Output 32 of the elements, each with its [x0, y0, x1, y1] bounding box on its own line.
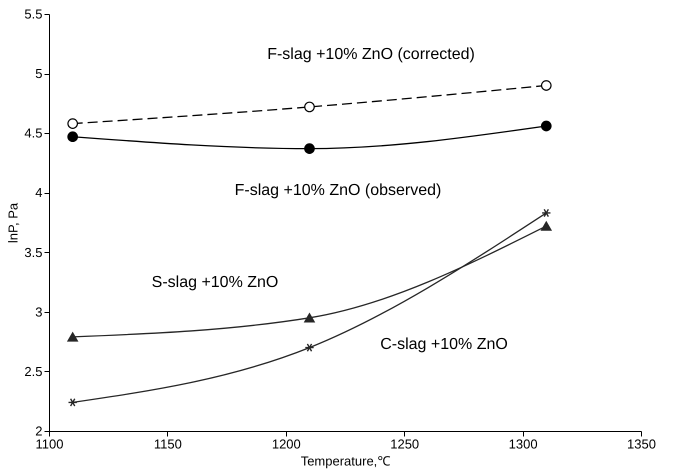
point: [67, 118, 78, 129]
point: [68, 398, 78, 407]
y-tick-label: 5: [35, 66, 42, 82]
x-tick-label: 1100: [36, 436, 64, 452]
x-tick-label: 1200: [272, 436, 301, 452]
point: [67, 131, 78, 142]
point: [304, 143, 315, 154]
point: [304, 313, 315, 323]
point: [540, 221, 552, 231]
y-axis-title: lnP, Pa: [5, 202, 20, 244]
y-tick-label: 3.5: [24, 244, 42, 260]
point: [541, 208, 552, 218]
series-label: C-slag +10% ZnO: [380, 336, 508, 353]
x-tick-label: 1150: [154, 436, 182, 452]
series-label: F-slag +10% ZnO (corrected): [267, 46, 475, 63]
point: [540, 80, 552, 91]
y-tick-label: 5.5: [24, 6, 42, 22]
point: [304, 102, 315, 112]
x-tick-label: 1250: [390, 436, 420, 452]
y-tick-label: 4.5: [24, 126, 42, 141]
x-tick-label: 1350: [627, 436, 656, 452]
x-tick-label: 1300: [508, 436, 538, 452]
y-tick-label: 2.5: [24, 364, 42, 379]
y-tick-label: 3: [35, 304, 42, 320]
text: F-slag +10% ZnO (observed): [234, 182, 442, 199]
y-tick-label: 4: [35, 185, 42, 200]
point: [540, 120, 552, 132]
point: [67, 332, 78, 342]
y-tick-label: 2: [35, 424, 42, 438]
x-axis-title: Temperature,℃: [300, 454, 390, 468]
series-label: S-slag +10% ZnO: [152, 274, 278, 291]
point: [304, 343, 314, 352]
